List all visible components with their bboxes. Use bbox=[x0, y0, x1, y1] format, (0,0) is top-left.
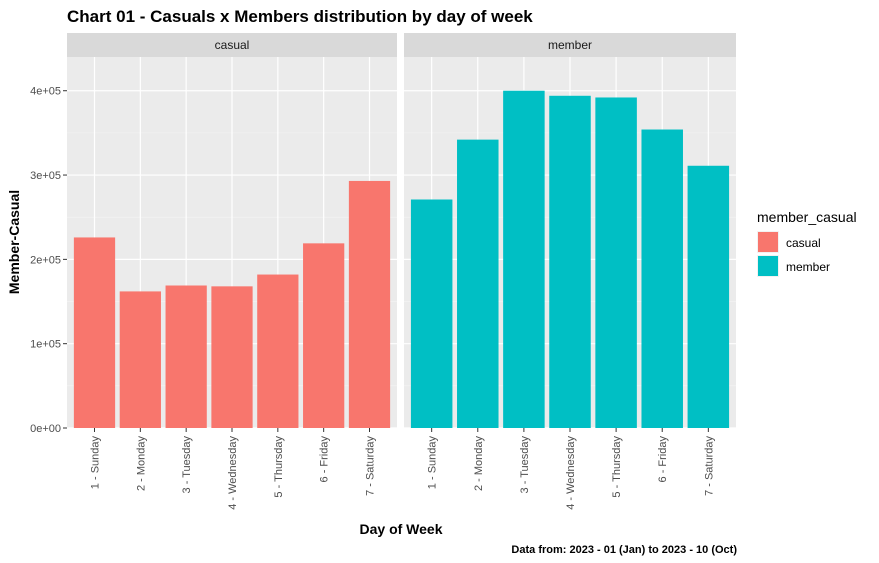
legend-title: member_casual bbox=[757, 209, 857, 225]
x-tick-label: 3 - Tuesday bbox=[519, 436, 531, 494]
strip-label-casual: casual bbox=[215, 38, 250, 52]
bar-casual-1 bbox=[73, 237, 116, 428]
bar-casual-7 bbox=[348, 180, 391, 428]
x-tick-label: 4 - Wednesday bbox=[227, 436, 239, 510]
bar-casual-4 bbox=[211, 286, 253, 428]
x-tick-label: 4 - Wednesday bbox=[565, 436, 577, 510]
x-tick-label: 5 - Thursday bbox=[273, 436, 285, 498]
bar-casual-3 bbox=[165, 285, 207, 428]
y-tick-label: 3e+05 bbox=[30, 170, 61, 182]
x-tick-label: 1 - Sunday bbox=[427, 436, 439, 490]
strip-label-member: member bbox=[548, 38, 592, 52]
legend-key-member bbox=[758, 256, 778, 276]
x-tick-label: 5 - Thursday bbox=[611, 436, 623, 498]
x-tick-label: 6 - Friday bbox=[657, 436, 669, 483]
legend-key-casual bbox=[758, 232, 778, 252]
y-tick-label: 2e+05 bbox=[30, 254, 61, 266]
facet-panels: casual 1 - Sunday 2 - Monday 3 - Tuesday 4 -… bbox=[67, 33, 736, 510]
bar-member-6 bbox=[641, 129, 683, 428]
x-tick-label: 1 - Sunday bbox=[90, 436, 102, 490]
caption: Data from: 2023 - 01 (Jan) to 2023 - 10 … bbox=[511, 544, 737, 556]
bar-casual-6 bbox=[303, 243, 345, 428]
x-tick-label: 7 - Saturday bbox=[703, 436, 715, 496]
bar-member-5 bbox=[595, 97, 637, 429]
bar-member-2 bbox=[457, 139, 499, 428]
x-tick-label: 2 - Monday bbox=[473, 436, 485, 492]
strip-casual bbox=[67, 33, 397, 57]
x-tick-label: 2 - Monday bbox=[135, 436, 147, 492]
bar-member-7 bbox=[687, 165, 730, 429]
y-axis-title: Member-Casual bbox=[6, 190, 22, 294]
bar-casual-5 bbox=[257, 274, 299, 428]
y-tick-label: 0e+00 bbox=[30, 423, 61, 435]
y-tick-label: 1e+05 bbox=[30, 339, 61, 351]
legend-label-casual: casual bbox=[786, 236, 821, 250]
bar-member-3 bbox=[503, 90, 545, 429]
y-axis: 0e+00 1e+05 2e+05 3e+05 4e+05 bbox=[30, 86, 67, 435]
x-axis-title: Day of Week bbox=[360, 521, 443, 537]
bar-member-1 bbox=[410, 199, 453, 428]
bar-member-4 bbox=[549, 95, 591, 428]
y-tick-label: 4e+05 bbox=[30, 86, 61, 98]
legend-label-member: member bbox=[786, 260, 830, 274]
strip-member bbox=[404, 33, 736, 57]
chart-title: Chart 01 - Casuals x Members distributio… bbox=[67, 7, 533, 26]
x-tick-label: 7 - Saturday bbox=[365, 436, 377, 496]
bar-casual-2 bbox=[119, 291, 161, 428]
x-tick-label: 3 - Tuesday bbox=[181, 436, 193, 494]
legend: member_casual casual member bbox=[757, 209, 857, 277]
x-tick-label: 6 - Friday bbox=[319, 436, 331, 483]
